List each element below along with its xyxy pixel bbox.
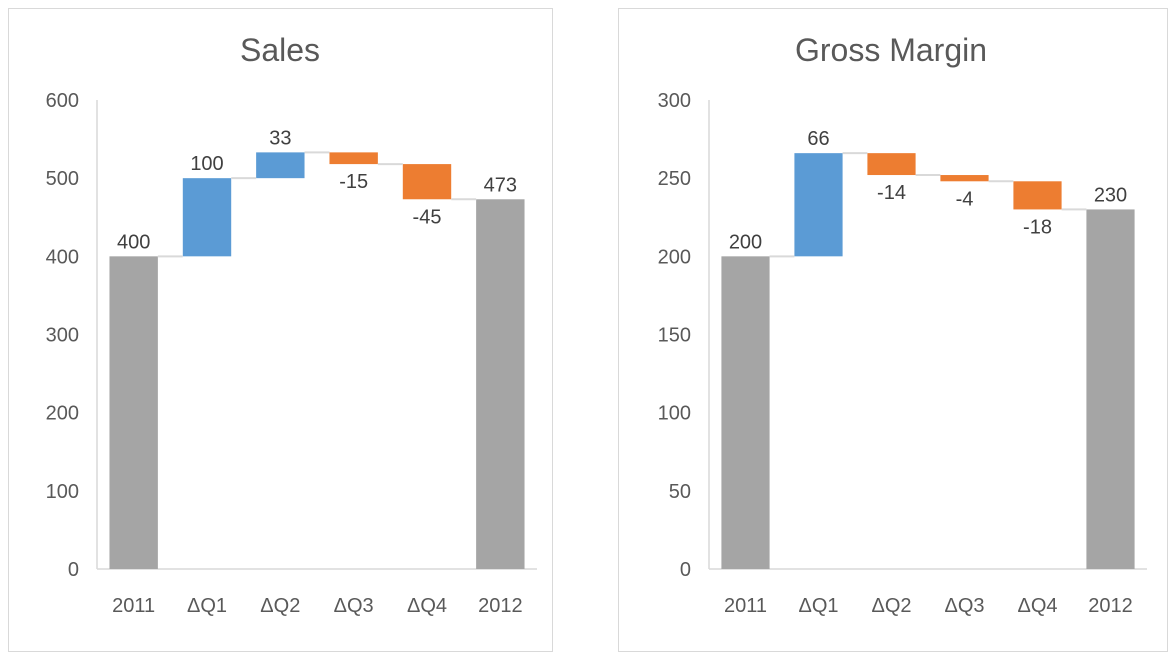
sales-chart: Sales 0 100 200 300 400 500 600 400 2011 100 ΔQ1 33… [46,32,537,617]
y-tick-label: 0 [680,559,691,581]
x-tick-label: 2012 [478,595,523,617]
increase-bar [256,152,305,179]
x-tick-label: ΔQ3 [944,595,984,617]
x-tick-label: ΔQ4 [1017,595,1057,617]
decrease-bar [329,152,378,165]
y-tick-label: 250 [658,168,691,190]
y-tick-label: 200 [658,246,691,268]
x-tick-label: 2012 [1088,595,1133,617]
total-bar [476,199,525,569]
x-tick-label: 2011 [112,595,155,617]
data-label: 230 [1094,184,1127,206]
y-tick-label: 400 [46,246,79,268]
x-tick-label: ΔQ2 [871,595,911,617]
sales-chart-panel: Sales 0 100 200 300 400 500 600 400 2011 100 ΔQ1 33… [8,8,553,652]
decrease-bar [940,175,989,182]
total-bar [721,256,770,569]
increase-bar [182,178,232,257]
x-tick-label: ΔQ1 [187,595,227,617]
y-tick-label: 200 [46,403,79,425]
x-tick-label: ΔQ1 [798,595,838,617]
data-label: 400 [117,231,150,253]
y-tick-label: 100 [46,481,79,503]
data-label: -18 [1023,216,1052,238]
y-tick-label: 50 [669,481,691,503]
chart-title: Sales [240,32,320,68]
data-label: 200 [729,231,762,253]
x-tick-label: ΔQ2 [260,595,300,617]
data-label: 33 [269,127,291,149]
decrease-bar [867,153,916,176]
data-label: -14 [877,182,906,204]
data-label: -45 [413,206,442,228]
data-label: 66 [807,128,829,150]
decrease-bar [402,164,452,200]
y-tick-label: 150 [658,325,691,347]
data-label: 473 [484,174,517,196]
y-tick-label: 300 [46,325,79,347]
increase-bar [794,153,843,257]
y-tick-label: 0 [68,559,79,581]
chart-title: Gross Margin [795,32,987,68]
data-label: 100 [190,153,223,175]
y-tick-label: 500 [46,168,79,190]
total-bar [109,256,158,569]
x-tick-label: 2011 [724,595,767,617]
x-tick-label: ΔQ3 [334,595,374,617]
y-tick-label: 100 [658,403,691,425]
decrease-bar [1013,181,1062,210]
gross-margin-chart: Gross Margin 0 50 100 150 200 250 300 200 2011 66… [658,32,1147,617]
x-tick-label: ΔQ4 [407,595,447,617]
gross-margin-chart-panel: Gross Margin 0 50 100 150 200 250 300 200 2011 66… [618,8,1168,652]
total-bar [1086,209,1135,569]
y-tick-label: 600 [46,90,79,112]
data-label: -4 [956,188,974,210]
y-tick-label: 300 [658,90,691,112]
data-label: -15 [339,171,368,193]
